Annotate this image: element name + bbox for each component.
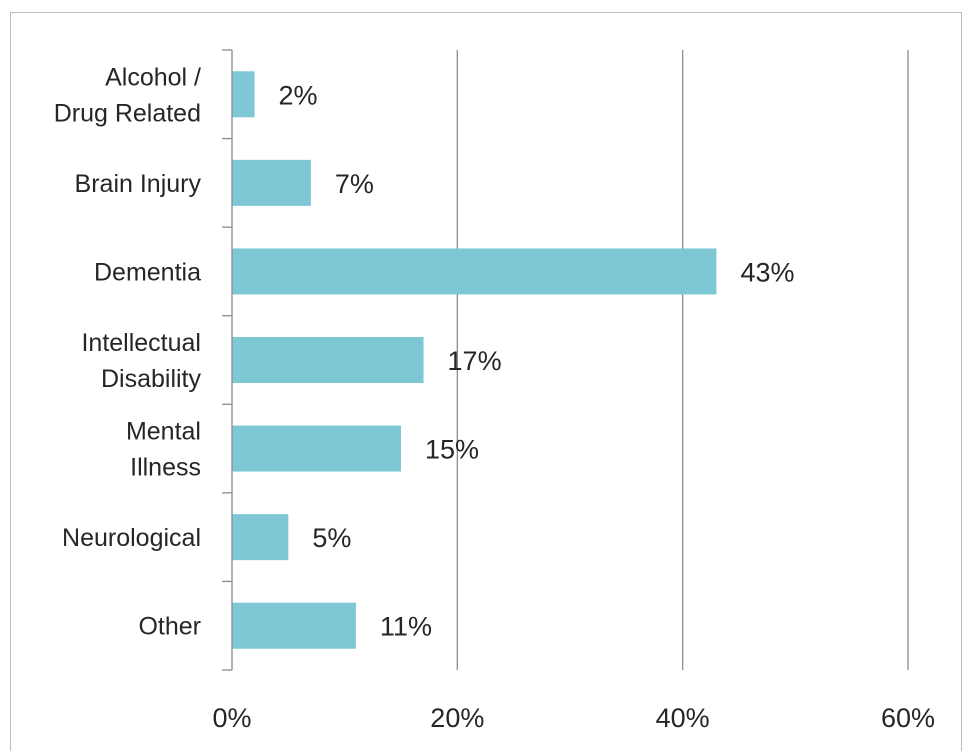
category-label: Alcohol / <box>105 63 201 91</box>
bar <box>232 248 717 295</box>
category-labels: Alcohol / Drug Related Brain Injury Dementi… <box>54 63 202 640</box>
data-label: 7% <box>335 169 374 199</box>
category-label: Intellectual <box>81 329 201 357</box>
bar <box>232 71 255 118</box>
data-label: 11% <box>380 612 432 642</box>
x-tick-label: 40% <box>656 703 710 733</box>
grid-lines <box>456 50 909 670</box>
data-labels: 2% 7% 43% 17% 15% 5% 11% <box>279 80 795 641</box>
bar <box>232 159 311 206</box>
category-label: Brain Injury <box>75 170 202 198</box>
category-label: Dementia <box>94 258 201 286</box>
category-axis <box>222 49 233 671</box>
x-tick-label: 60% <box>881 703 935 733</box>
chart-frame <box>10 12 962 751</box>
data-label: 2% <box>279 80 318 110</box>
x-tick-labels: 0% 20% 40% 60% <box>212 703 935 733</box>
bars <box>232 71 717 649</box>
category-label: Mental <box>126 418 201 446</box>
data-label: 17% <box>448 346 502 376</box>
bar <box>232 425 401 472</box>
bar <box>232 602 356 649</box>
category-label: Other <box>138 613 201 641</box>
bar <box>232 514 289 561</box>
data-label: 15% <box>425 435 479 465</box>
bar <box>232 337 424 383</box>
category-label: Drug Related <box>54 99 201 127</box>
x-tick-label: 20% <box>430 703 484 733</box>
category-label: Illness <box>130 454 201 482</box>
data-label: 5% <box>312 523 351 553</box>
category-label: Disability <box>101 365 202 393</box>
data-label: 43% <box>740 257 794 287</box>
category-label: Neurological <box>62 524 201 552</box>
x-tick-label: 0% <box>212 703 251 733</box>
